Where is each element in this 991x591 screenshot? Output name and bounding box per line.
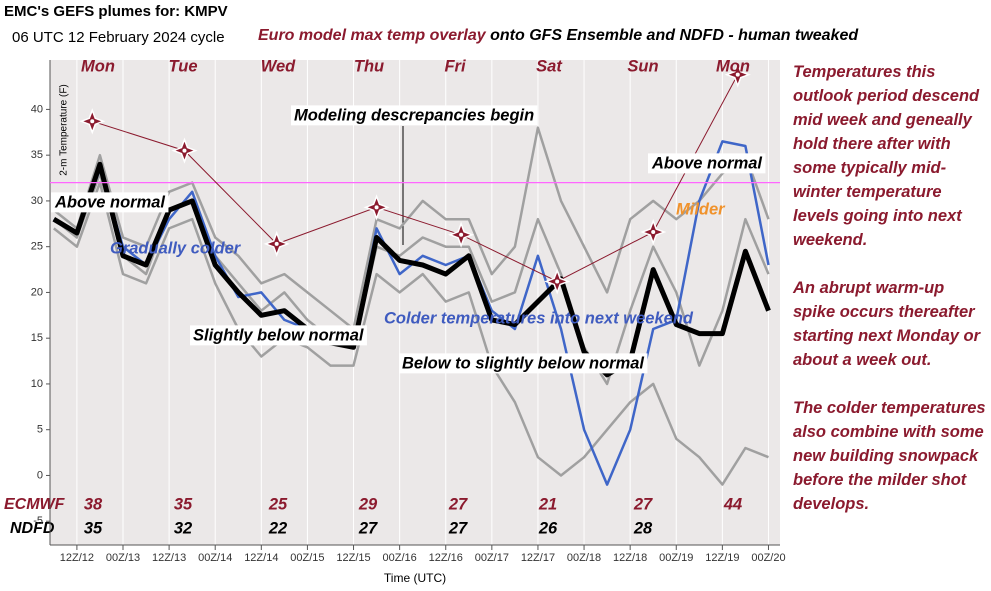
x-tick-label: 00Z/18 bbox=[567, 552, 601, 564]
sidebar-paragraph: An abrupt warm-up spike occurs thereafte… bbox=[793, 279, 981, 369]
x-tick-label: 12Z/12 bbox=[60, 552, 94, 564]
annotation-background bbox=[190, 325, 367, 346]
ecmwf-line bbox=[92, 74, 739, 283]
ecmwf-max: 25 bbox=[268, 495, 288, 513]
ndfd-max: 22 bbox=[268, 519, 287, 537]
day-label: Mon bbox=[81, 57, 115, 75]
day-label: Wed bbox=[261, 57, 296, 75]
series-line bbox=[53, 181, 769, 486]
ecmwf-star-center bbox=[459, 232, 464, 237]
ecmwf-max: 35 bbox=[174, 495, 193, 513]
ecmwf-star-center bbox=[374, 205, 379, 210]
row-label: NDFD bbox=[10, 520, 55, 537]
y-axis-title: 2-m Temperature (F) bbox=[59, 84, 70, 176]
x-tick-label: 12Z/16 bbox=[429, 552, 463, 564]
ecmwf-max: 38 bbox=[84, 495, 103, 513]
row-label: ECMWF bbox=[4, 496, 66, 513]
plot-area bbox=[50, 60, 780, 545]
ecmwf-max: 29 bbox=[358, 495, 378, 513]
day-label: Thu bbox=[354, 57, 384, 75]
y-tick-label: 35 bbox=[31, 149, 43, 161]
sidebar: Temperatures this outlook period descend… bbox=[793, 60, 989, 540]
ecmwf-star-center bbox=[90, 119, 95, 124]
x-tick-label: 00Z/14 bbox=[198, 552, 232, 564]
x-tick-label: 00Z/15 bbox=[290, 552, 324, 564]
day-label: Sat bbox=[536, 57, 563, 75]
day-label: Fri bbox=[444, 57, 466, 75]
ecmwf-star-center bbox=[735, 72, 740, 77]
y-tick-label: 40 bbox=[31, 103, 43, 115]
x-tick-label: 00Z/17 bbox=[475, 552, 509, 564]
x-tick-label: 12Z/18 bbox=[613, 552, 647, 564]
overlay-title-black: onto GFS Ensemble and NDFD - human tweak… bbox=[490, 27, 859, 44]
ecmwf-max: 44 bbox=[723, 495, 742, 513]
ndfd-max: 35 bbox=[84, 519, 103, 537]
x-tick-label: 00Z/20 bbox=[751, 552, 785, 564]
chart-title: EMC's GEFS plumes for: KMPV bbox=[4, 3, 228, 20]
sidebar-paragraph: The colder temperatures also combine wit… bbox=[793, 399, 986, 513]
y-tick-label: 10 bbox=[31, 378, 43, 390]
ndfd-max: 27 bbox=[358, 519, 378, 537]
sidebar-paragraph: Temperatures this outlook period descend… bbox=[793, 63, 980, 249]
y-tick-label: -5 bbox=[33, 515, 43, 527]
y-tick-label: 30 bbox=[31, 195, 43, 207]
series-line bbox=[53, 126, 770, 331]
x-tick-label: 12Z/17 bbox=[521, 552, 555, 564]
x-tick-label: 00Z/13 bbox=[106, 552, 140, 564]
y-tick-label: 5 bbox=[37, 424, 43, 436]
ecmwf-star-center bbox=[555, 279, 560, 284]
x-tick-label: 00Z/19 bbox=[659, 552, 693, 564]
x-tick-label: 12Z/15 bbox=[336, 552, 370, 564]
day-label: Sun bbox=[627, 57, 658, 75]
ndfd-max: 32 bbox=[174, 519, 192, 537]
annotation: Colder temperatures into next weekend bbox=[384, 309, 694, 327]
annotation-background bbox=[51, 192, 169, 213]
ecmwf-max: 27 bbox=[633, 495, 653, 513]
x-tick-label: 00Z/16 bbox=[383, 552, 417, 564]
day-label: Tue bbox=[168, 57, 197, 75]
annotation: Modeling descrepancies begin bbox=[294, 106, 534, 124]
annotation-background bbox=[399, 353, 648, 374]
x-tick-label: 12Z/13 bbox=[152, 552, 186, 564]
x-tick-label: 12Z/14 bbox=[244, 552, 278, 564]
annotation: Milder bbox=[676, 200, 726, 218]
chart-subtitle: 06 UTC 12 February 2024 cycle bbox=[12, 29, 225, 46]
ecmwf-max: 21 bbox=[538, 495, 557, 513]
overlay-title: Euro model max temp overlay onto GFS Ens… bbox=[258, 27, 859, 44]
day-label: Mon bbox=[716, 57, 750, 75]
ndfd-max: 28 bbox=[633, 519, 653, 537]
ndfd-max: 26 bbox=[538, 519, 558, 537]
y-tick-label: 25 bbox=[31, 241, 43, 253]
annotation-background bbox=[291, 105, 538, 126]
annotation-background bbox=[648, 153, 766, 174]
ndfd-max: 27 bbox=[448, 519, 468, 537]
annotation: Gradually colder bbox=[110, 239, 242, 257]
annotation: Above normal bbox=[54, 193, 165, 211]
annotation: Slightly below normal bbox=[193, 326, 364, 344]
ecmwf-max: 27 bbox=[448, 495, 468, 513]
overlay-title-red: Euro model max temp overlay bbox=[258, 27, 487, 44]
annotation: Below to slightly below normal bbox=[402, 354, 644, 372]
ecmwf-star-center bbox=[274, 241, 279, 246]
ecmwf-star-center bbox=[182, 148, 187, 153]
x-tick-label: 12Z/19 bbox=[705, 552, 739, 564]
annotation: Above normal bbox=[651, 154, 762, 172]
y-tick-label: 20 bbox=[31, 286, 43, 298]
y-tick-label: 0 bbox=[37, 469, 43, 481]
y-tick-label: 15 bbox=[31, 332, 43, 344]
series-line bbox=[52, 161, 771, 378]
ecmwf-star-center bbox=[651, 230, 656, 235]
x-axis-title: Time (UTC) bbox=[384, 571, 446, 585]
